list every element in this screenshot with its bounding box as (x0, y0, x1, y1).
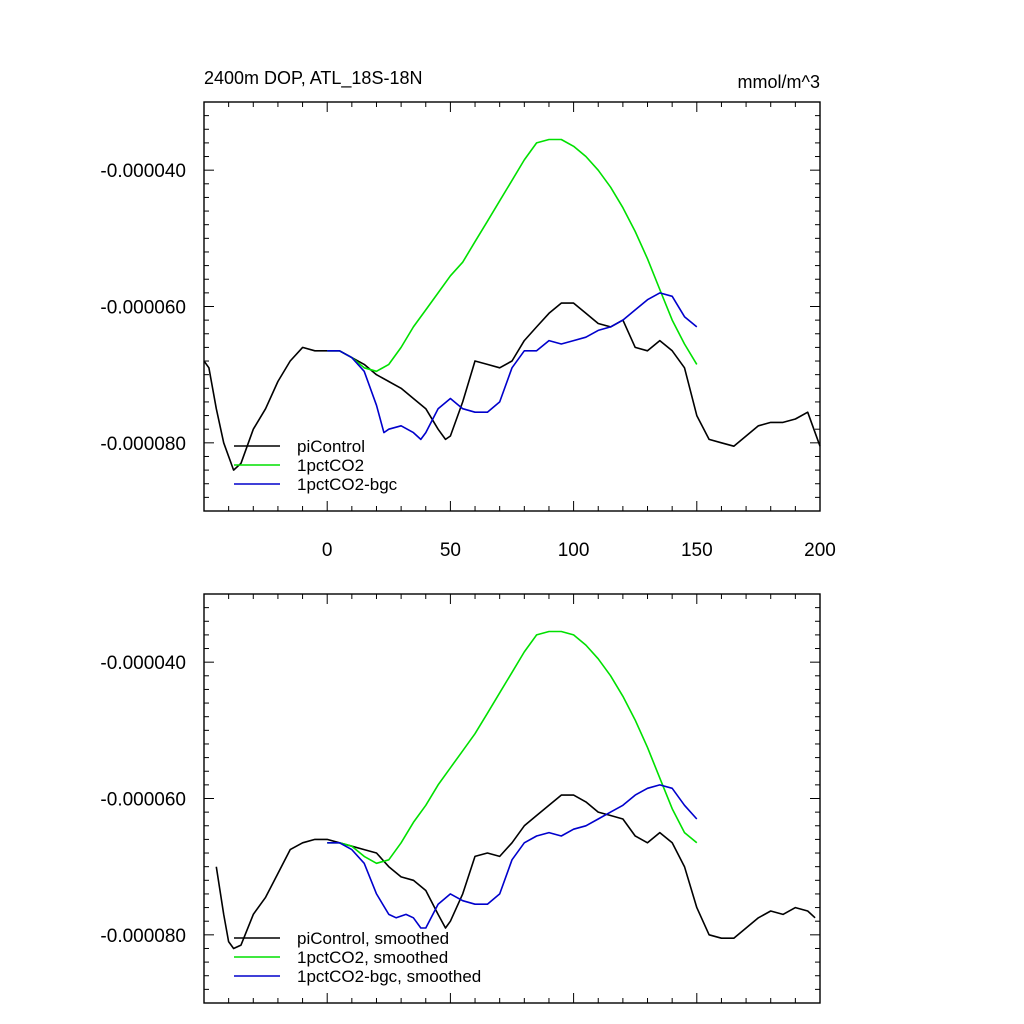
x-tick-label: 100 (558, 540, 590, 561)
y-tick-label: -0.000080 (100, 434, 186, 455)
y-tick-label: -0.000040 (100, 161, 186, 182)
x-tick-label: 200 (804, 540, 836, 561)
y-tick-label: -0.000040 (100, 653, 186, 674)
legend-label-2: 1pctCO2-bgc (297, 475, 398, 494)
series-line-1 (327, 138, 698, 373)
x-tick-label: 0 (322, 540, 333, 561)
legend-label-0: piControl, smoothed (297, 929, 449, 948)
series-line-2 (327, 292, 698, 441)
legend-label-1: 1pctCO2 (297, 456, 364, 475)
x-tick-label: 150 (681, 540, 713, 561)
y-tick-label: -0.000060 (100, 298, 186, 319)
series-line-2 (327, 784, 698, 929)
figure-units: mmol/m^3 (738, 72, 820, 92)
series-line-1 (327, 630, 698, 865)
legend-label-2: 1pctCO2-bgc, smoothed (297, 967, 481, 986)
y-tick-label: -0.000080 (100, 926, 186, 947)
panel-bottom: -0.000040 -0.000060 -0.000080 piControl, sm… (100, 593, 821, 1004)
series-line-0 (215, 794, 816, 950)
legend-label-0: piControl (297, 437, 365, 456)
x-tick-label: 50 (440, 540, 461, 561)
series-line-0 (203, 302, 821, 471)
y-tick-label: -0.000060 (100, 790, 186, 811)
figure-title: 2400m DOP, ATL_18S-18N (204, 68, 422, 89)
legend-label-1: 1pctCO2, smoothed (297, 948, 448, 967)
panel-top: -0.000040 -0.000060 -0.000080 0 50 100 150 200 p… (100, 101, 836, 561)
